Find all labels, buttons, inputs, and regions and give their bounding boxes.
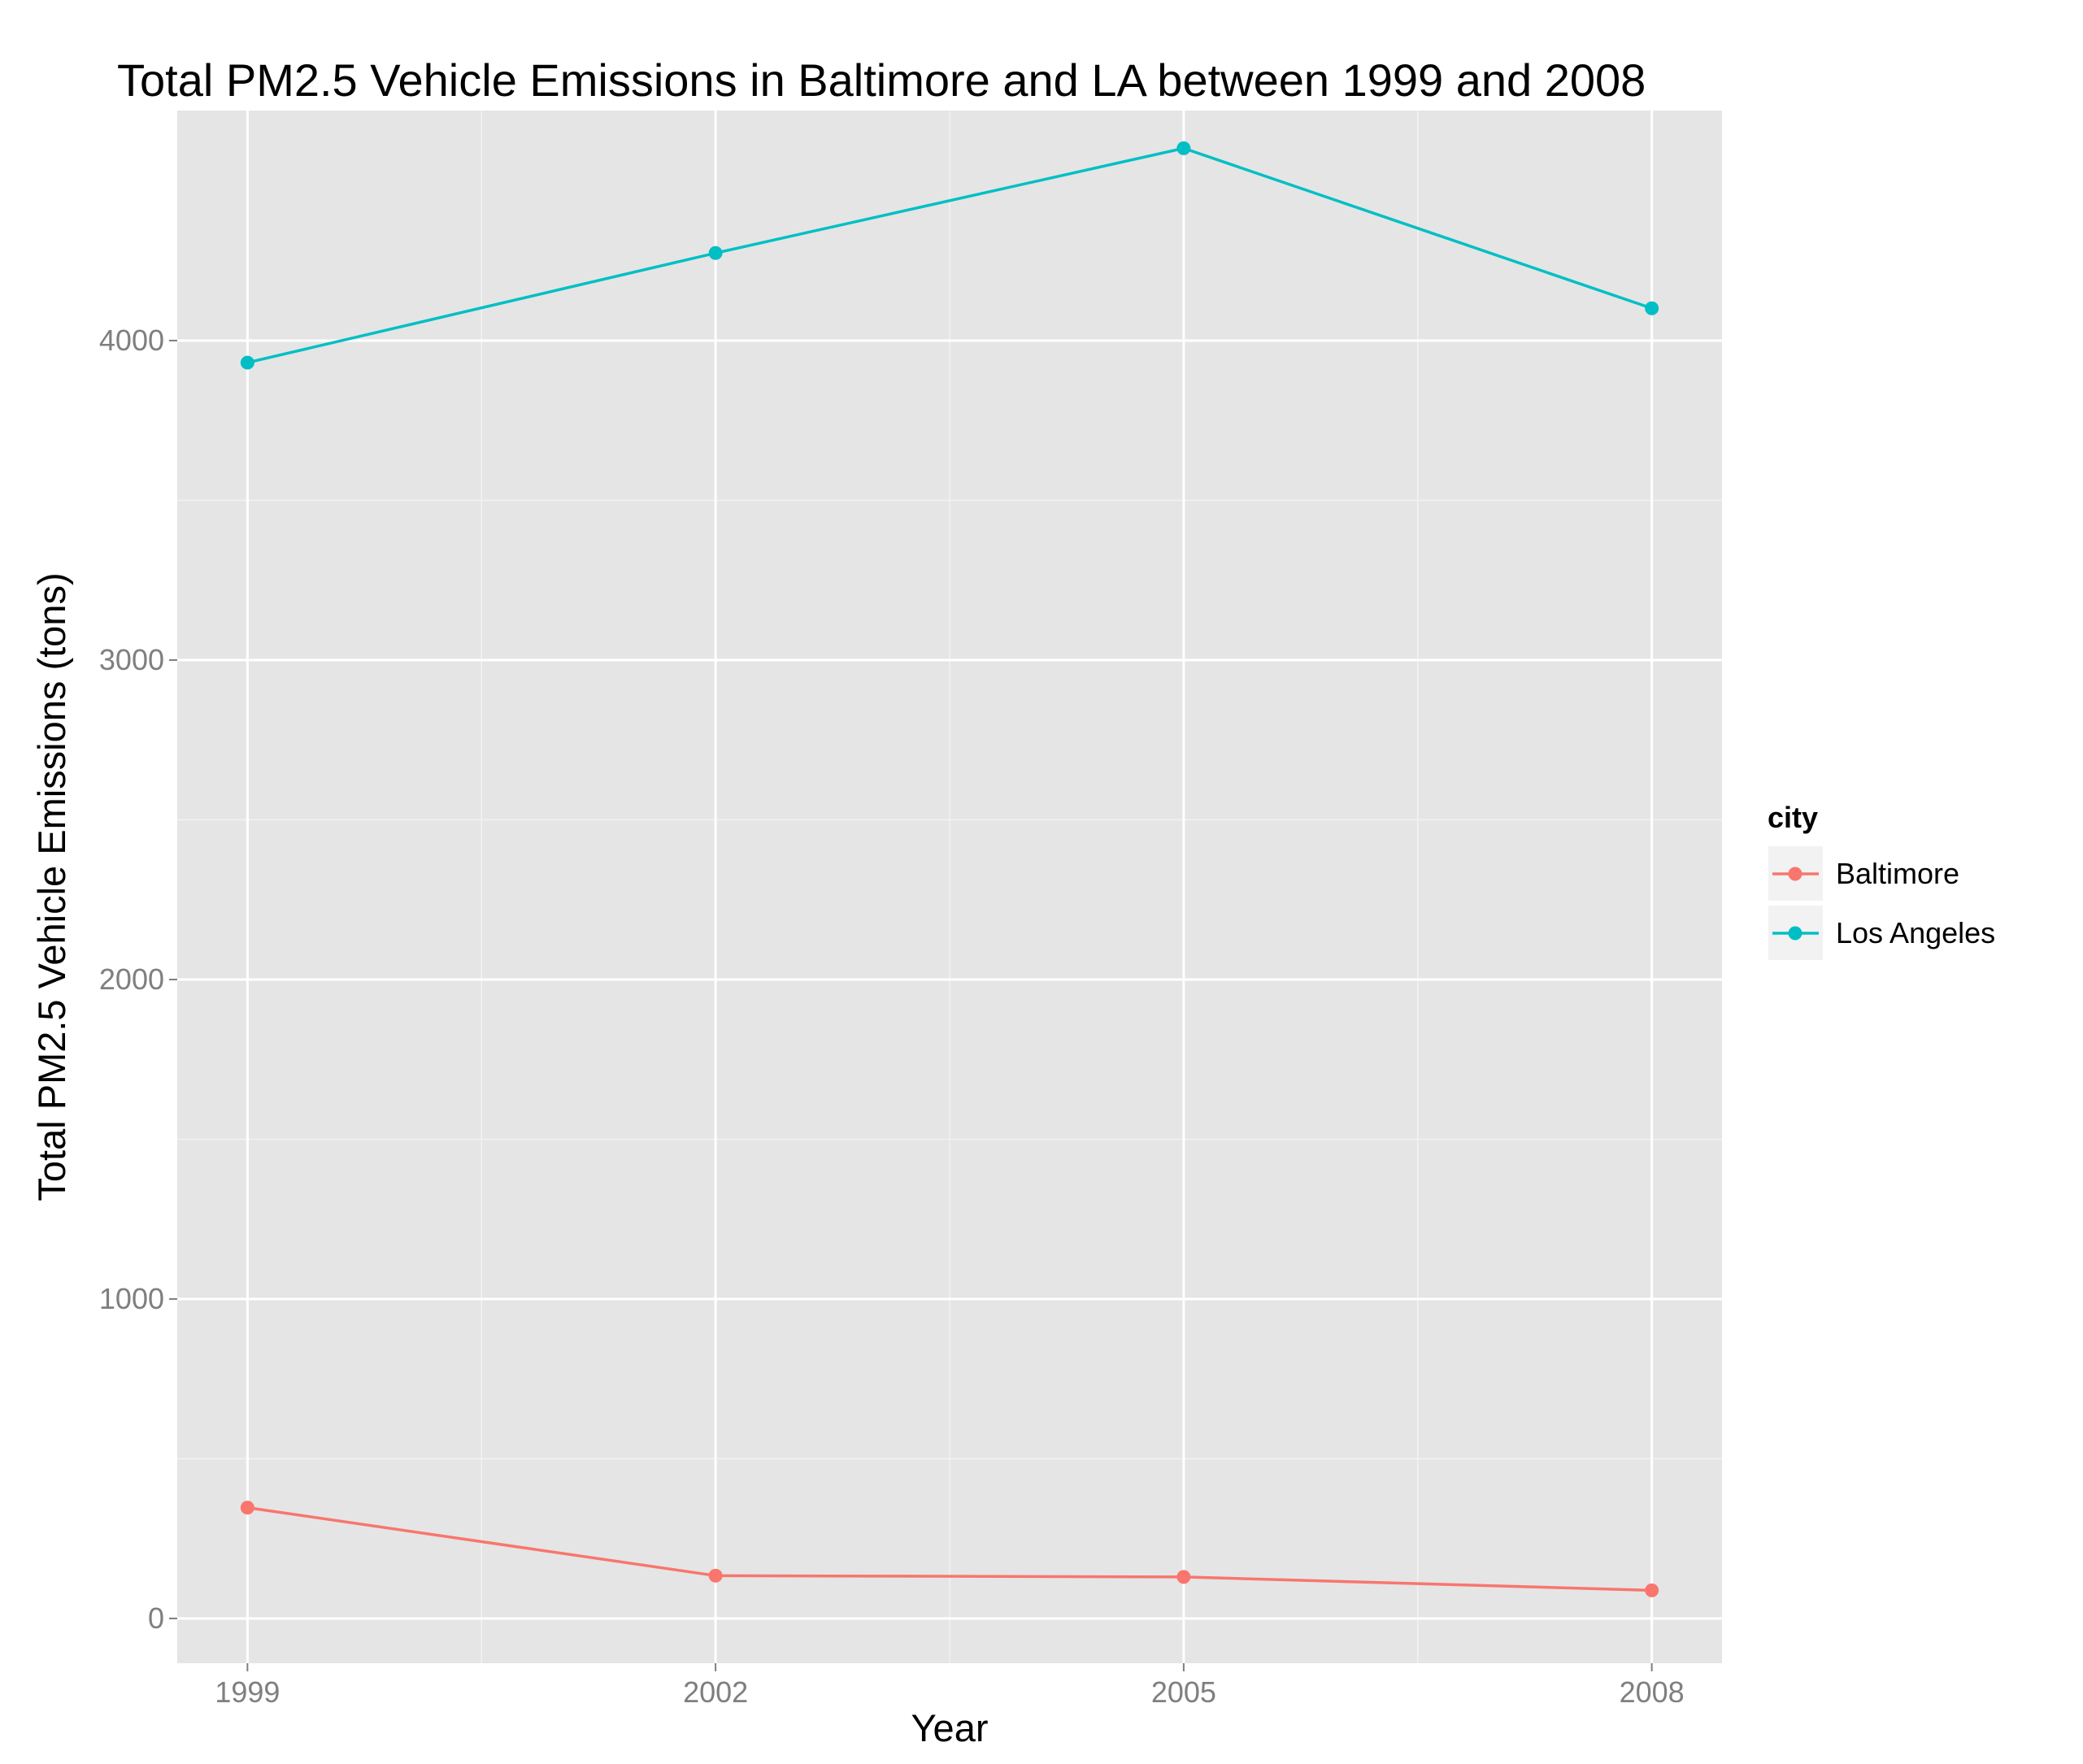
data-point [1645, 1583, 1659, 1597]
legend-label: Los Angeles [1836, 916, 1995, 949]
x-tick-label: 2008 [1620, 1675, 1685, 1709]
series-line [246, 146, 1653, 364]
series-layer [240, 141, 1659, 1597]
legend: city Baltimore Los Angeles [1767, 801, 1995, 962]
x-tick-label: 2005 [1151, 1675, 1216, 1709]
chart-title: Total PM2.5 Vehicle Emissions in Baltimo… [117, 54, 1646, 106]
legend-title: city [1768, 801, 1818, 834]
x-axis-title: Year [911, 1706, 989, 1749]
legend-item: Baltimore [1767, 845, 1959, 902]
series-line [247, 1505, 1652, 1592]
legend-key-point [1788, 926, 1803, 941]
data-point [708, 245, 723, 260]
legend-key-point [1788, 867, 1803, 881]
data-point [240, 1501, 254, 1515]
y-tick-label: 2000 [99, 962, 164, 996]
y-tick-label: 0 [148, 1601, 164, 1635]
series-los-angeles [240, 141, 1659, 370]
data-point [1645, 301, 1659, 315]
data-point [240, 355, 254, 370]
legend-label: Baltimore [1836, 857, 1959, 890]
y-tick-label: 3000 [99, 643, 164, 676]
x-tick-label: 1999 [215, 1675, 280, 1709]
data-point [1176, 141, 1191, 155]
series-baltimore [240, 1501, 1659, 1597]
y-tick-label: 1000 [99, 1282, 164, 1315]
legend-items: Baltimore Los Angeles [1767, 845, 1995, 962]
data-point [1176, 1570, 1191, 1584]
x-tick-label: 2002 [683, 1675, 748, 1709]
y-tick-label: 4000 [99, 324, 164, 357]
grid-major-lines [177, 111, 1722, 1663]
x-axis-ticks: 1999 2002 2005 2008 [215, 1663, 1685, 1709]
legend-item: Los Angeles [1767, 904, 1995, 962]
grid-minor-lines [177, 111, 1722, 1663]
data-point [708, 1568, 723, 1583]
y-axis-title: Total PM2.5 Vehicle Emissions (tons) [30, 572, 73, 1201]
y-axis-ticks: 0 1000 2000 3000 4000 [99, 324, 177, 1635]
